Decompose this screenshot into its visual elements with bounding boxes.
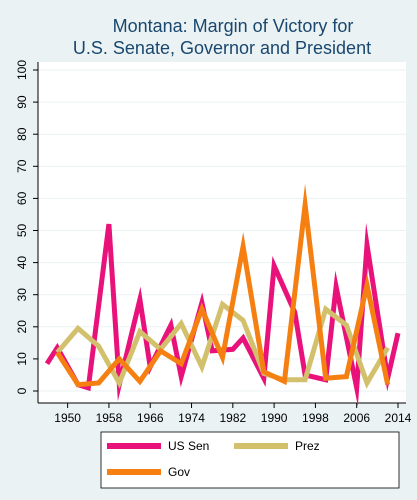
x-tick-label: 1998	[302, 411, 329, 425]
y-tick-label: 90	[15, 95, 29, 109]
x-tick-label: 1974	[178, 411, 205, 425]
legend-label-prez: Prez	[295, 439, 320, 453]
series-line-gov	[55, 183, 391, 388]
y-tick-label: 80	[15, 127, 29, 141]
series-layer	[44, 183, 401, 407]
x-tick-label: 1990	[261, 411, 288, 425]
x-tick-label: 2014	[385, 411, 412, 425]
y-tick-label: 70	[15, 159, 29, 173]
x-tick-label: 1982	[219, 411, 246, 425]
legend-label-gov: Gov	[168, 465, 190, 479]
chart-title-line-1: Montana: Margin of Victory for	[113, 16, 354, 36]
y-tick-label: 10	[15, 352, 29, 366]
x-tick-label: 1966	[137, 411, 164, 425]
x-tick-label: 1950	[54, 411, 81, 425]
x-tick-label: 2006	[343, 411, 370, 425]
x-tick-label: 1958	[96, 411, 123, 425]
y-tick-label: 60	[15, 191, 29, 205]
y-tick-label: 40	[15, 256, 29, 270]
y-tick-label: 100	[15, 60, 29, 80]
y-tick-label: 20	[15, 320, 29, 334]
y-tick-label: 50	[15, 224, 29, 238]
axes: 0 10 20 30 40 50 60 70 80 90 100 1950 1958 1966 1974 19…	[15, 60, 411, 425]
y-tick-label: 30	[15, 288, 29, 302]
legend-label-us-sen: US Sen	[168, 439, 209, 453]
chart-title-line-2: U.S. Senate, Governor and President	[73, 38, 371, 58]
y-tick-label: 0	[15, 387, 29, 394]
grid	[38, 69, 406, 392]
legend: US Sen Prez Gov	[100, 431, 400, 489]
legend-box	[100, 431, 400, 489]
